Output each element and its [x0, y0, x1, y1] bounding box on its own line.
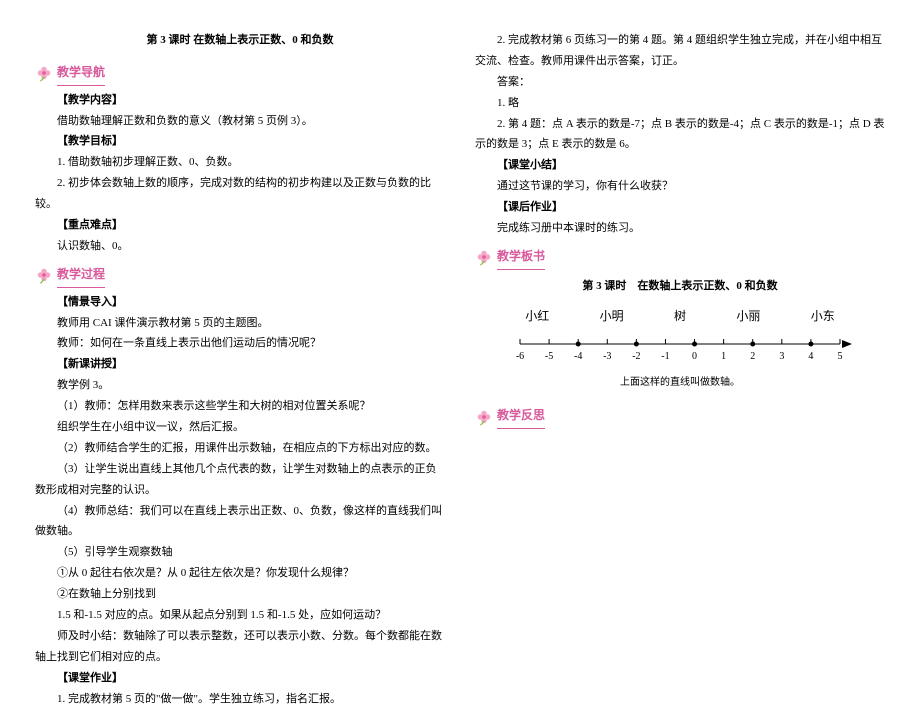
p-r-1: 2. 完成教材第 6 页练习一的第 4 题。第 4 题组织学生独立完成，并在小组… — [475, 30, 885, 72]
section-banshu: 教学板书 — [475, 245, 885, 270]
p-xk-2: （1）教师：怎样用数来表示这些学生和大树的相对位置关系呢？ — [35, 396, 445, 417]
p-qj-2: 教师：如何在一条直线上表示出他们运动后的情况呢？ — [35, 333, 445, 354]
heading-zhongdian: 【重点难点】 — [35, 215, 445, 236]
p-xj: 通过这节课的学习，你有什么收获？ — [475, 176, 885, 197]
section-fansi: 教学反思 — [475, 404, 885, 429]
badge-banshu-label: 教学板书 — [497, 245, 545, 270]
p-xk-6: （4）教师总结：我们可以在直线上表示出正数、0、负数，像这样的直线我们叫做数轴。 — [35, 501, 445, 543]
svg-text:-5: -5 — [545, 351, 553, 362]
p-xk-5: （3）让学生说出直线上其他几个点代表的数，让学生对数轴上的点表示的正负数形成相对… — [35, 459, 445, 501]
svg-text:2: 2 — [750, 351, 755, 362]
heading-zuoye: 【课堂作业】 — [35, 668, 445, 689]
svg-text:-6: -6 — [516, 351, 524, 362]
label-xiaoming: 小明 — [600, 305, 624, 328]
label-xiaodong: 小东 — [811, 305, 835, 328]
svg-text:5: 5 — [838, 351, 843, 362]
svg-text:-3: -3 — [603, 351, 611, 362]
section-guocheng: 教学过程 — [35, 263, 445, 288]
p-mubiao-1: 1. 借助数轴初步理解正数、0、负数。 — [35, 152, 445, 173]
left-column: 第 3 课时 在数轴上表示正数、0 和负数 教学导航 【教学内容】 借助数轴理解… — [35, 30, 445, 621]
svg-text:-1: -1 — [661, 351, 669, 362]
svg-text:1: 1 — [721, 351, 726, 362]
svg-text:0: 0 — [692, 351, 697, 362]
numberline-figure: 小红 小明 树 小丽 小东 -6 -5 -4 -3 -2 -1 0 1 2 3 4 5 上面这样的直线… — [475, 305, 885, 393]
p-r-3: 1. 略 — [475, 93, 885, 114]
p-qj-1: 教师用 CAI 课件演示教材第 5 页的主题图。 — [35, 313, 445, 334]
label-shu: 树 — [674, 305, 686, 328]
p-zhongdian: 认识数轴、0。 — [35, 236, 445, 257]
p-neirong: 借助数轴理解正数和负数的意义（教材第 5 页例 3）。 — [35, 111, 445, 132]
p-zy-1: 1. 完成教材第 5 页的"做一做"。学生独立练习，指名汇报。 — [35, 689, 445, 709]
heading-neirong: 【教学内容】 — [35, 90, 445, 111]
right-column: 2. 完成教材第 6 页练习一的第 4 题。第 4 题组织学生独立完成，并在小组… — [475, 30, 885, 621]
p-xk-8: ①从 0 起往右依次是？从 0 起往左依次是？你发现什么规律？ — [35, 563, 445, 584]
heading-xinke: 【新课讲授】 — [35, 354, 445, 375]
badge-fansi-label: 教学反思 — [497, 404, 545, 429]
p-xk-9: ②在数轴上分别找到 — [35, 584, 445, 605]
flower-icon — [475, 408, 493, 426]
p-khzy: 完成练习册中本课时的练习。 — [475, 218, 885, 239]
numberline-svg: -6 -5 -4 -3 -2 -1 0 1 2 3 4 5 — [500, 329, 860, 369]
p-xk-1: 教学例 3。 — [35, 375, 445, 396]
flower-icon — [475, 248, 493, 266]
section-daohang: 教学导航 — [35, 61, 445, 86]
flower-icon — [35, 64, 53, 82]
label-xiaoli: 小丽 — [736, 305, 760, 328]
svg-text:-2: -2 — [632, 351, 640, 362]
heading-qingjing: 【情景导入】 — [35, 292, 445, 313]
p-r-4: 2. 第 4 题：点 A 表示的数是-7；点 B 表示的数是-4；点 C 表示的… — [475, 114, 885, 156]
lesson-title: 第 3 课时 在数轴上表示正数、0 和负数 — [35, 30, 445, 51]
p-mubiao-2: 2. 初步体会数轴上数的顺序，完成对数的结构的初步构建以及正数与负数的比较。 — [35, 173, 445, 215]
p-xk-4: （2）教师结合学生的汇报，用课件出示数轴，在相应点的下方标出对应的数。 — [35, 438, 445, 459]
p-xk-11: 师及时小结：数轴除了可以表示整数，还可以表示小数、分数。每个数都能在数轴上找到它… — [35, 626, 445, 668]
board-subtitle: 第 3 课时 在数轴上表示正数、0 和负数 — [475, 276, 885, 297]
numberline-labels: 小红 小明 树 小丽 小东 — [500, 305, 860, 328]
svg-text:4: 4 — [808, 351, 813, 362]
heading-mubiao: 【教学目标】 — [35, 131, 445, 152]
svg-text:3: 3 — [779, 351, 784, 362]
badge-daohang-label: 教学导航 — [57, 61, 105, 86]
p-xk-10: 1.5 和-1.5 对应的点。如果从起点分别到 1.5 和-1.5 处，应如何运… — [35, 605, 445, 626]
heading-xiaojie: 【课堂小结】 — [475, 155, 885, 176]
svg-text:-4: -4 — [574, 351, 582, 362]
flower-icon — [35, 266, 53, 284]
numberline-caption: 上面这样的直线叫做数轴。 — [475, 373, 885, 392]
p-xk-3: 组织学生在小组中议一议，然后汇报。 — [35, 417, 445, 438]
p-xk-7: （5）引导学生观察数轴 — [35, 542, 445, 563]
p-r-2: 答案： — [475, 72, 885, 93]
heading-khzy: 【课后作业】 — [475, 197, 885, 218]
badge-guocheng-label: 教学过程 — [57, 263, 105, 288]
label-xiaohong: 小红 — [525, 305, 549, 328]
